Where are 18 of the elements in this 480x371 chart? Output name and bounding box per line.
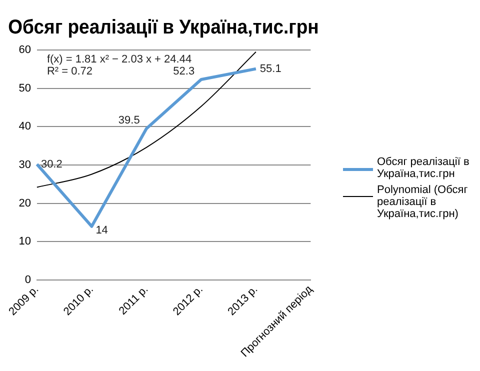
annotation: f(x) = 1.81 x² − 2.03 x + 24.44 xyxy=(46,54,192,66)
y-tick-label: 40 xyxy=(18,120,31,133)
y-tick-label: 50 xyxy=(18,82,31,94)
y-tick-label: 60 xyxy=(18,44,31,56)
y-tick-label: 30 xyxy=(18,159,31,172)
legend-label: Обсяг реалізації в Україна,тис.грн xyxy=(377,156,470,180)
y-tick-label: 20 xyxy=(18,197,31,210)
data-label: 30.2 xyxy=(40,158,62,170)
data-label: 55.1 xyxy=(260,62,282,75)
data-label: 52.3 xyxy=(173,66,195,78)
legend-label: Polynomial (Обсяг реалізації в Україна,тис.грн) xyxy=(377,184,469,220)
data-label: 14 xyxy=(96,224,108,236)
y-tick-label: 0 xyxy=(24,274,31,286)
line-series xyxy=(36,51,256,188)
annotation: R² = 0.72 xyxy=(46,66,93,78)
data-label: 39.5 xyxy=(118,114,140,127)
chart-title: Обсяг реалізації в Україна,тис.грн xyxy=(8,16,319,39)
y-tick-label: 10 xyxy=(18,236,31,248)
